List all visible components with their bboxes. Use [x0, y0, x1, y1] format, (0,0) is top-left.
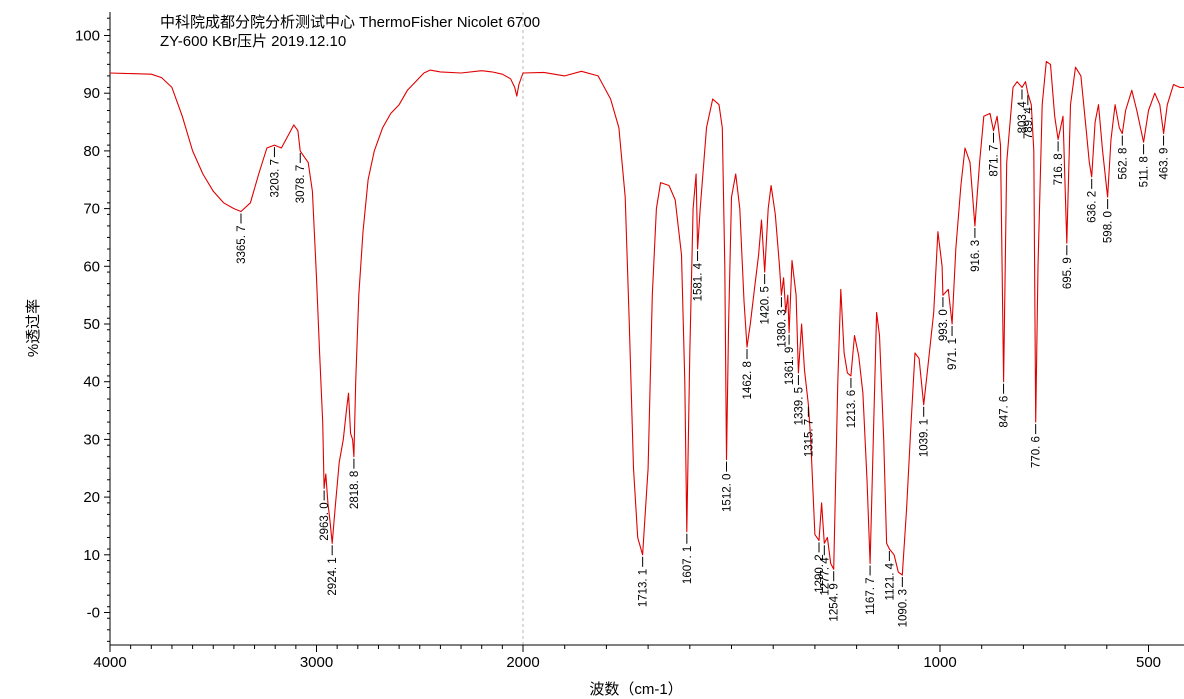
y-tick-label: 50: [83, 316, 100, 333]
peak-label: 1121. 4: [884, 562, 896, 600]
peak-label: 1420. 5: [760, 286, 772, 324]
peak-label: 1277. 4: [819, 557, 831, 596]
peak-label: 1315. 7: [803, 419, 815, 457]
y-axis-title: %透过率: [25, 299, 42, 357]
chart-title-line-1: 中科院成都分院分析测试中心 ThermoFisher Nicolet 6700: [160, 13, 540, 31]
peak-label: 463. 9: [1159, 148, 1171, 180]
peak-label: 695. 9: [1062, 257, 1074, 289]
y-tick-label: 60: [83, 258, 100, 275]
y-tick-label: -0: [87, 605, 100, 622]
peak-label: 1167. 7: [865, 578, 877, 616]
x-axis-title: 波数（cm-1）: [589, 681, 682, 698]
peak-label: 3203. 7: [269, 159, 281, 197]
peak-label: 803. 4: [1017, 101, 1029, 134]
peak-label: 1039. 1: [919, 419, 931, 457]
x-tick-label: 3000: [300, 654, 333, 671]
y-tick-label: 70: [83, 201, 100, 218]
peak-label: 971. 1: [947, 338, 959, 370]
peak-label: 3078. 7: [295, 165, 307, 203]
y-tick-label: 10: [83, 547, 100, 564]
peak-labels-group: 3365. 7 3203. 7 3078. 7 2963. 0 2924. 1 2818.…: [236, 89, 1171, 627]
chart-title-line-2: ZY-600 KBr压片 2019.12.10: [160, 33, 346, 50]
peak-label: 2963. 0: [319, 502, 331, 540]
peak-label: 1090. 3: [897, 589, 909, 627]
spectrum-line: [109, 60, 1184, 576]
y-tick-label: 90: [83, 85, 100, 102]
peak-label: 3365. 7: [236, 226, 248, 264]
peak-label: 1213. 6: [846, 390, 858, 428]
peak-label: 1713. 1: [638, 569, 650, 607]
y-tick-label: 20: [83, 489, 100, 506]
x-tick-label: 4000: [93, 654, 126, 671]
peak-label: 1361. 9: [784, 347, 796, 385]
peak-label: 636. 2: [1087, 191, 1099, 223]
y-tick-label: 80: [83, 143, 100, 160]
peak-label: 1607. 1: [682, 546, 694, 584]
axes-group: -0 10 20 30 40 50 60 70 80 90 100 4000 3000 2000 1000 5…: [75, 12, 1184, 671]
peak-label: 598. 0: [1103, 211, 1115, 243]
y-tick-label: 30: [83, 431, 100, 448]
x-tick-label: 500: [1136, 654, 1161, 671]
peak-label: 847. 6: [999, 396, 1011, 428]
peak-label: 916. 3: [970, 240, 982, 272]
peak-label: 789. 4: [1023, 107, 1035, 140]
peak-label: 1512. 0: [722, 474, 734, 512]
peak-label: 562. 8: [1117, 148, 1129, 180]
x-tick-label: 1000: [923, 654, 956, 671]
peak-label: 871. 7: [989, 145, 1001, 177]
x-tick-label: 2000: [506, 654, 539, 671]
peak-label: 1380. 3: [776, 309, 788, 347]
peak-label: 770. 6: [1031, 436, 1043, 468]
peak-label: 1254. 9: [829, 583, 841, 621]
peak-label: 1581. 4: [693, 262, 705, 301]
peak-label: 2924. 1: [327, 557, 339, 595]
y-tick-label: 40: [83, 374, 100, 391]
peak-label: 993. 0: [938, 309, 950, 341]
peak-label: 511. 8: [1139, 156, 1151, 187]
y-tick-label: 100: [75, 28, 100, 45]
peak-label: 1462. 8: [742, 361, 754, 399]
peak-label: 1339. 5: [793, 387, 805, 425]
peak-label: 2818. 8: [349, 471, 361, 509]
peak-label: 716. 8: [1053, 153, 1065, 185]
peak-label: 1290. 2: [814, 554, 826, 592]
series-group: [109, 60, 1184, 576]
